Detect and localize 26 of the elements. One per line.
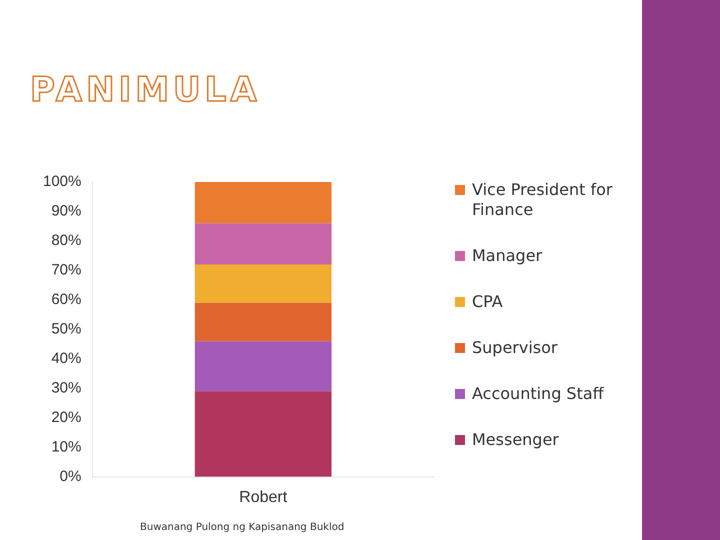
y-tick-label: 80% (51, 232, 82, 250)
bar (194, 341, 332, 392)
legend-label: Vice President for Finance (472, 180, 614, 220)
legend-label: Messenger (472, 430, 559, 450)
y-tick-label: 90% (51, 202, 82, 220)
text: Buwanang Pulong ng Kapisanang Buklod (140, 522, 344, 533)
x-tick-label: Robert (239, 488, 288, 506)
legend-label: Manager (472, 246, 542, 266)
chart-title: PANIMULA (30, 70, 261, 110)
bar (194, 302, 332, 342)
y-tick-label: 50% (51, 320, 82, 338)
y-tick-label: 70% (51, 262, 82, 279)
y-tick-label: 10% (51, 438, 82, 456)
legend-label: Accounting Staff (472, 384, 604, 404)
bar (194, 223, 332, 265)
y-tick-label: 100% (42, 173, 82, 190)
y-tick-label: 60% (51, 291, 82, 308)
y-tick-label: 40% (51, 350, 82, 368)
legend-label: CPA (472, 292, 503, 312)
bar (194, 391, 332, 477)
y-tick-label: 30% (51, 380, 82, 396)
y-tick-label: 0% (60, 468, 82, 485)
bar (194, 264, 332, 303)
y-tick-label: 20% (51, 408, 82, 426)
bar (194, 182, 332, 224)
legend-label: Supervisor (472, 338, 558, 358)
